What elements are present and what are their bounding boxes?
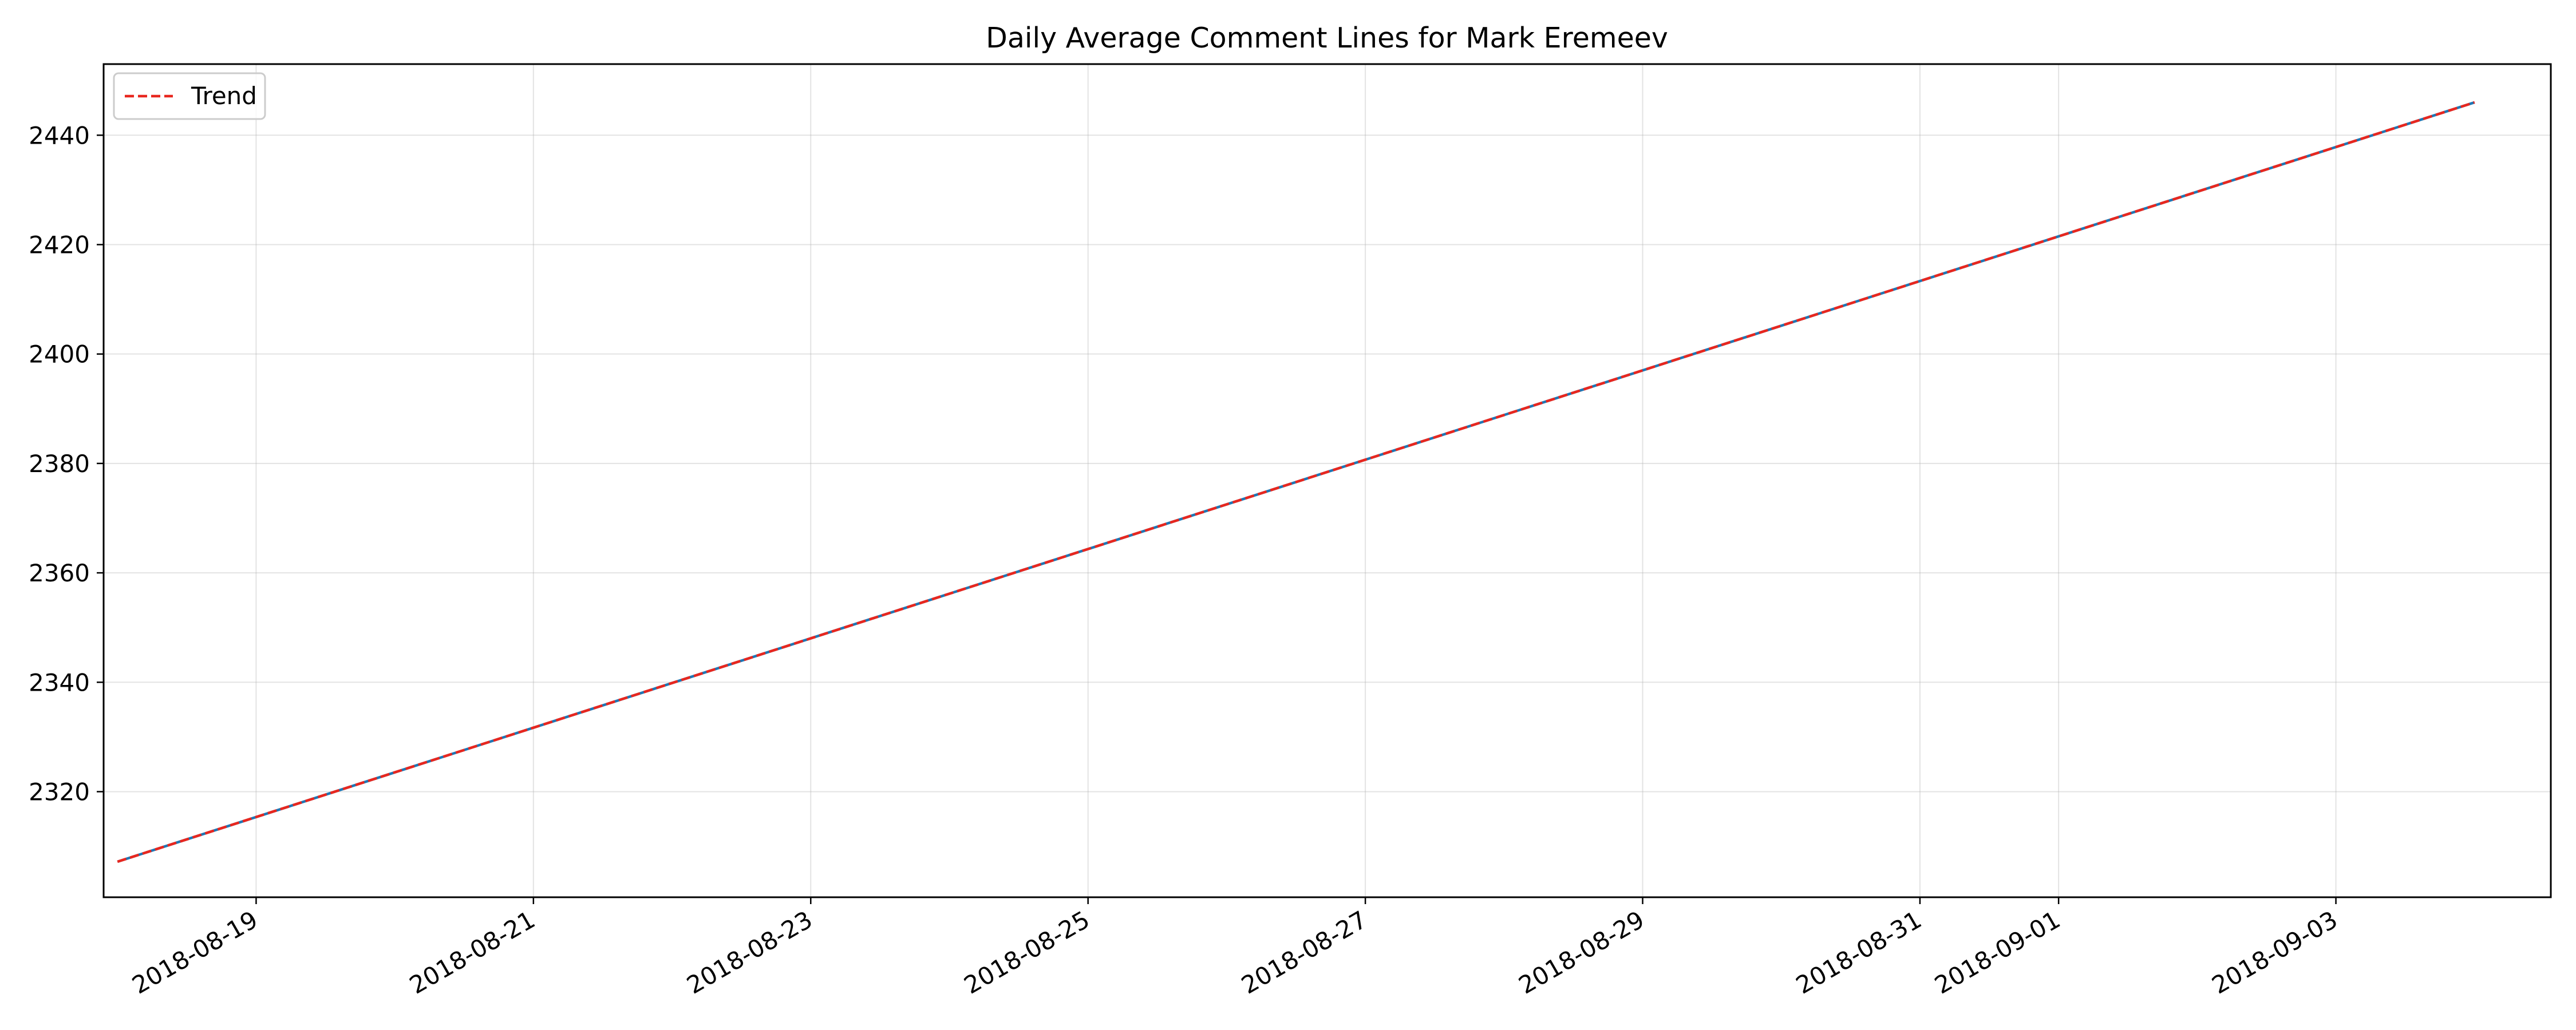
- y-tick-label: 2340: [29, 668, 90, 696]
- plot-frame: [102, 63, 2552, 898]
- legend: Trend: [113, 72, 266, 120]
- y-tick-label: 2360: [29, 559, 90, 587]
- y-tick-label: 2320: [29, 778, 90, 806]
- y-tick-label: 2440: [29, 121, 90, 149]
- y-tick-label: 2420: [29, 231, 90, 259]
- y-tick-label: 2400: [29, 340, 90, 369]
- trend-line: [117, 101, 2475, 863]
- grid: [104, 64, 2551, 897]
- legend-label-trend: Trend: [191, 82, 257, 110]
- series-lines: [117, 101, 2475, 863]
- legend-box: [113, 72, 266, 120]
- y-tick-label: 2380: [29, 450, 90, 478]
- chart-title: Daily Average Comment Lines for Mark Ere…: [986, 22, 1668, 54]
